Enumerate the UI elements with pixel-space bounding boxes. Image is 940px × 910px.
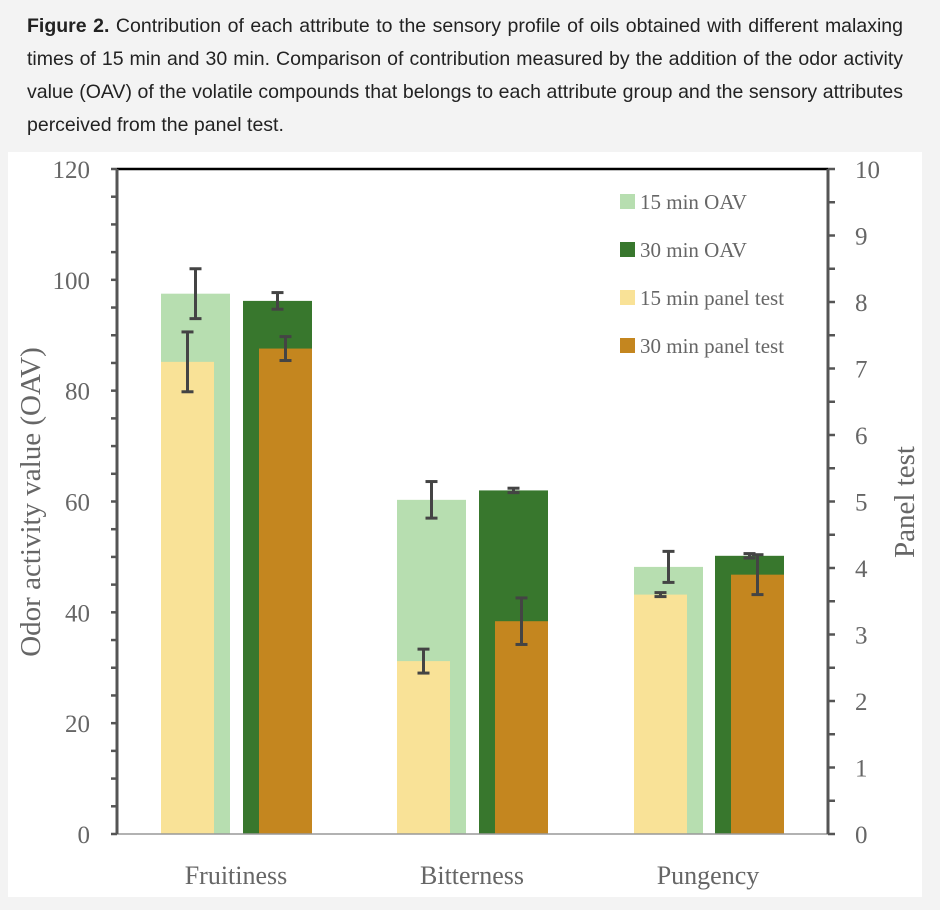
right-tick-label: 2 (855, 689, 868, 716)
right-tick-label: 4 (855, 556, 868, 583)
bar-15-min-panel-test-pungency (634, 594, 687, 834)
category-label-pungency: Pungency (657, 861, 760, 890)
right-tick-label: 10 (855, 157, 880, 184)
bar-30-min-panel-test-pungency (731, 574, 784, 834)
right-tick-label: 7 (855, 357, 868, 384)
category-label-fruitiness: Fruitiness (185, 861, 288, 890)
bar-15-min-panel-test-bitterness (397, 661, 450, 834)
legend-label: 30 min panel test (640, 334, 784, 358)
left-tick-label: 20 (65, 711, 90, 738)
right-tick-label: 6 (855, 423, 868, 450)
legend-label: 30 min OAV (640, 238, 747, 262)
bar-30-min-panel-test-fruitiness (259, 348, 312, 834)
right-tick-label: 3 (855, 623, 868, 650)
right-tick-label: 0 (855, 822, 868, 849)
right-tick-label: 1 (855, 756, 868, 783)
figure-caption: Figure 2. Contribution of each attribute… (27, 10, 903, 142)
legend-label: 15 min panel test (640, 286, 784, 310)
left-tick-label: 100 (53, 268, 91, 295)
legend-swatch (620, 338, 635, 353)
legend-swatch (620, 290, 635, 305)
left-tick-label: 80 (65, 379, 90, 406)
left-tick-label: 120 (53, 157, 91, 184)
right-tick-label: 9 (855, 224, 868, 251)
category-label-bitterness: Bitterness (420, 861, 524, 890)
figure-label: Figure 2. (27, 15, 110, 37)
left-tick-label: 0 (78, 822, 91, 849)
left-axis-title: Odor activity value (OAV) (15, 347, 47, 657)
bar-15-min-panel-test-fruitiness (161, 361, 214, 834)
left-tick-label: 60 (65, 490, 90, 517)
legend-label: 15 min OAV (640, 190, 747, 214)
right-axis-title: Panel test (889, 446, 921, 558)
right-tick-label: 5 (855, 490, 868, 517)
right-tick-label: 8 (855, 290, 868, 317)
bar-30-min-panel-test-bitterness (495, 621, 548, 834)
legend-swatch (620, 242, 635, 257)
caption-text: Contribution of each attribute to the se… (27, 15, 903, 136)
legend-swatch (620, 194, 635, 209)
left-tick-label: 40 (65, 600, 90, 627)
